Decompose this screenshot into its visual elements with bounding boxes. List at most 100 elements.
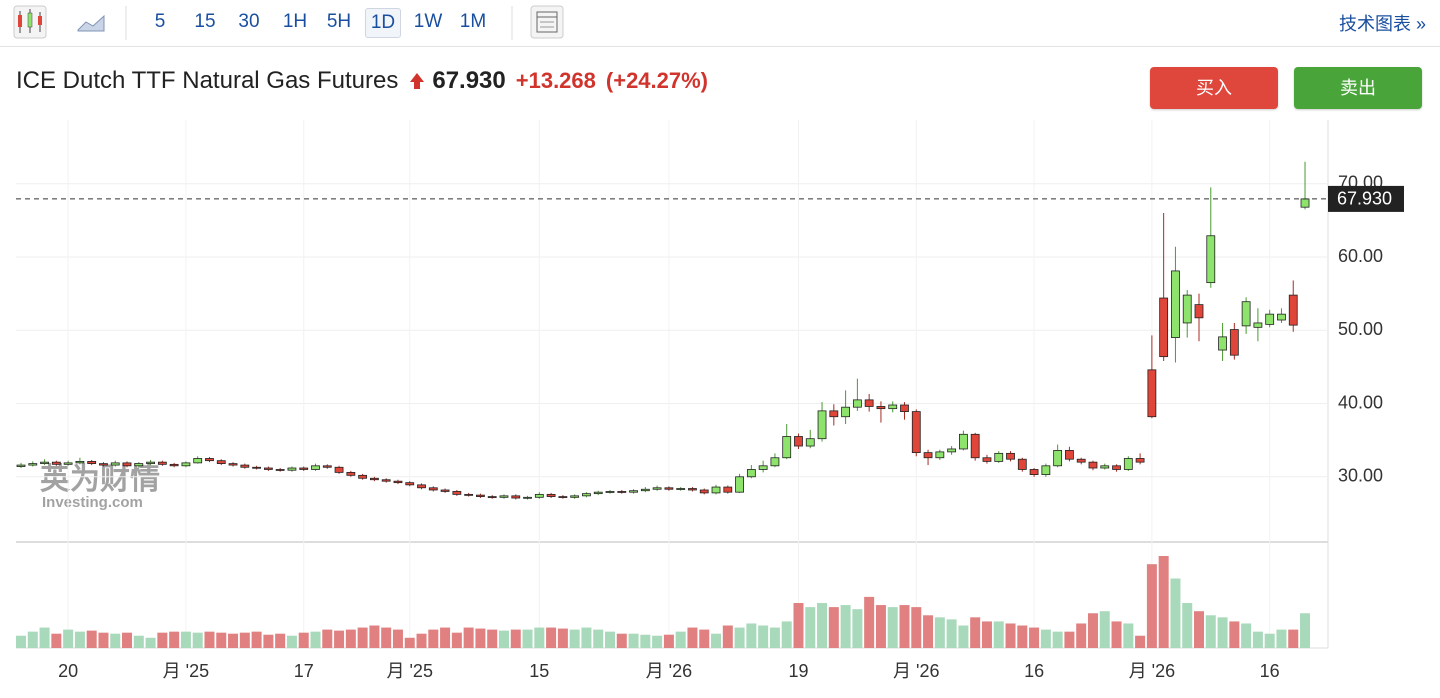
- volume-bar: [546, 627, 557, 648]
- volume-bar: [192, 632, 203, 648]
- candle-body: [676, 488, 686, 490]
- layout-icon[interactable]: [530, 5, 564, 39]
- volume-bar: [1017, 625, 1028, 648]
- candle-body: [1053, 450, 1063, 467]
- volume-bar: [805, 607, 816, 648]
- volume-bar: [569, 629, 580, 648]
- up-arrow: [410, 73, 425, 89]
- interval-button[interactable]: 1H: [282, 11, 308, 32]
- interval-button[interactable]: 30: [238, 11, 260, 32]
- volume-bar: [1158, 556, 1169, 648]
- candle-body: [40, 461, 49, 465]
- volume-bar: [734, 627, 745, 648]
- volume-bar: [1135, 635, 1146, 648]
- volume-bar: [875, 605, 886, 648]
- candle-body: [275, 469, 285, 471]
- volume-bar: [781, 621, 792, 648]
- volume-bar: [711, 633, 722, 648]
- volume-bar: [699, 629, 710, 648]
- volume-bar: [746, 623, 757, 648]
- volume-bar: [1300, 613, 1311, 648]
- interval-button[interactable]: 1M: [459, 11, 487, 32]
- line-icon[interactable]: [77, 14, 105, 32]
- candle-body: [87, 461, 97, 465]
- volume-bar: [263, 634, 274, 648]
- candle-body: [63, 462, 73, 465]
- candle-body: [794, 436, 803, 447]
- toolbar: 5 15 30 1H 5H 1D 1W 1M 技术图表 »: [0, 0, 1440, 47]
- candle-body: [346, 471, 356, 476]
- candle-body: [428, 487, 438, 491]
- toolbar-icons: [13, 5, 564, 40]
- volume-bar: [522, 629, 533, 648]
- volume-bar: [828, 607, 839, 648]
- candle-body: [240, 464, 250, 468]
- y-tick-label: 30.00: [1338, 466, 1383, 486]
- candle-body: [688, 488, 697, 491]
- volume-bar: [758, 625, 769, 648]
- watermark-cn: 英为财情: [40, 463, 160, 496]
- sell-button[interactable]: 卖出: [1294, 67, 1422, 109]
- candle-body: [464, 493, 474, 496]
- candle-body: [193, 458, 203, 464]
- candle-body: [1017, 458, 1027, 470]
- volume-bar: [204, 631, 215, 648]
- volume-bar: [663, 634, 674, 648]
- candle-body: [169, 463, 179, 467]
- volume-bar: [228, 633, 239, 648]
- candle-body: [841, 406, 850, 418]
- technical-chart-link[interactable]: 技术图表 »: [1338, 14, 1426, 34]
- x-tick-label: 20: [58, 661, 78, 681]
- volume-bar: [887, 607, 898, 648]
- candle-body: [746, 469, 756, 478]
- volume-bar: [769, 627, 780, 648]
- candle-body: [723, 486, 733, 493]
- candle-body: [593, 491, 603, 495]
- volume-bar: [687, 627, 698, 648]
- volume-bar: [51, 633, 62, 648]
- candle-body: [1135, 458, 1145, 463]
- volume-bar: [852, 609, 863, 648]
- y-tick-label: 50.00: [1338, 319, 1383, 339]
- volume-bar: [392, 629, 403, 648]
- volume-bar: [946, 619, 957, 648]
- volume-bar: [911, 607, 922, 648]
- volume-bar: [110, 633, 121, 648]
- interval-button[interactable]: 1W: [413, 11, 443, 32]
- buy-button[interactable]: 买入: [1150, 67, 1278, 109]
- interval-button[interactable]: 1D: [365, 8, 401, 38]
- candle-body: [1288, 294, 1298, 326]
- volume-bar: [1087, 613, 1098, 648]
- candle-body: [582, 493, 591, 497]
- volume-bar: [275, 633, 286, 648]
- candle-body: [181, 462, 191, 467]
- candle-body: [122, 462, 132, 467]
- candle-body: [99, 463, 108, 466]
- candle-body: [134, 463, 144, 467]
- candle-body: [252, 466, 262, 469]
- candle-body: [876, 406, 886, 410]
- volume-bar: [357, 627, 368, 648]
- candle-body: [511, 495, 521, 499]
- volume-bar: [1170, 578, 1181, 648]
- volume-bar: [628, 633, 639, 648]
- volume-bar: [475, 628, 486, 648]
- interval-button[interactable]: 5H: [326, 11, 352, 32]
- candle-icon[interactable]: [13, 5, 47, 39]
- candle-body: [864, 399, 874, 407]
- candle-body: [28, 463, 38, 466]
- candle-body: [1218, 336, 1227, 351]
- volume-bar: [63, 629, 74, 648]
- candle-body: [1159, 297, 1169, 358]
- candle-body: [570, 495, 580, 498]
- volume-bar: [958, 625, 969, 648]
- candle-body: [1206, 235, 1216, 284]
- volume-bar: [180, 631, 191, 648]
- candle-body: [911, 411, 921, 454]
- volume-bar: [1252, 631, 1263, 648]
- interval-button[interactable]: 15: [194, 11, 216, 32]
- volume-bar: [593, 629, 604, 648]
- interval-button[interactable]: 5: [154, 11, 166, 32]
- volume-bar: [251, 631, 262, 648]
